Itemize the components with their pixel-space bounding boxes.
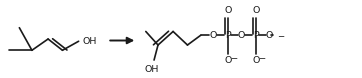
Text: −: −: [277, 31, 285, 40]
Text: −: −: [258, 53, 265, 62]
Text: O: O: [210, 31, 217, 40]
Text: O: O: [224, 6, 231, 15]
Text: O: O: [224, 56, 231, 65]
Text: OH: OH: [144, 65, 159, 74]
Text: −: −: [230, 53, 237, 62]
Text: P: P: [225, 31, 231, 40]
Text: OH: OH: [83, 37, 97, 46]
Text: O: O: [266, 31, 273, 40]
Text: O: O: [252, 56, 260, 65]
Text: P: P: [253, 31, 258, 40]
Text: O: O: [238, 31, 245, 40]
Text: O: O: [252, 6, 260, 15]
